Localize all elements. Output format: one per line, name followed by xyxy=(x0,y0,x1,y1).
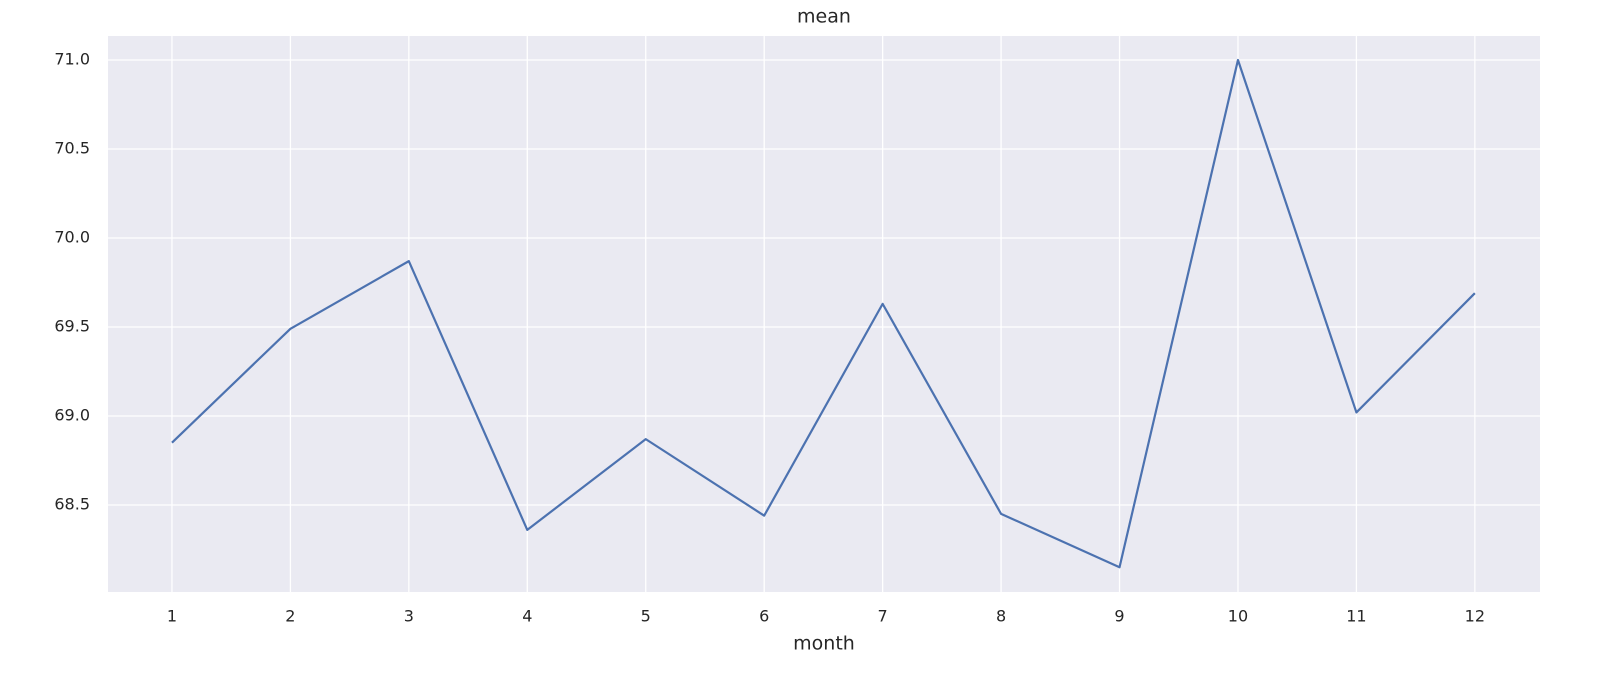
x-tick-label: 9 xyxy=(1114,607,1124,626)
x-tick-label: 5 xyxy=(641,607,651,626)
chart-title: mean xyxy=(797,6,851,28)
y-tick-label: 71.0 xyxy=(54,50,90,69)
x-tick-label: 8 xyxy=(996,607,1006,626)
x-tick-label: 1 xyxy=(167,607,177,626)
y-tick-label: 68.5 xyxy=(54,494,90,513)
x-tick-label: 10 xyxy=(1228,607,1248,626)
x-tick-label: 12 xyxy=(1465,607,1485,626)
x-tick-label: 4 xyxy=(522,607,532,626)
x-tick-label: 6 xyxy=(759,607,769,626)
x-tick-label: 11 xyxy=(1346,607,1366,626)
y-tick-label: 70.0 xyxy=(54,228,90,247)
data-line xyxy=(171,58,1476,569)
plot-area xyxy=(108,36,1540,592)
x-tick-label: 2 xyxy=(285,607,295,626)
x-tick-label: 3 xyxy=(404,607,414,626)
y-tick-label: 69.0 xyxy=(54,405,90,424)
y-tick-label: 70.5 xyxy=(54,139,90,158)
y-tick-label: 69.5 xyxy=(54,316,90,335)
x-axis-label: month xyxy=(793,633,855,655)
x-tick-label: 7 xyxy=(878,607,888,626)
